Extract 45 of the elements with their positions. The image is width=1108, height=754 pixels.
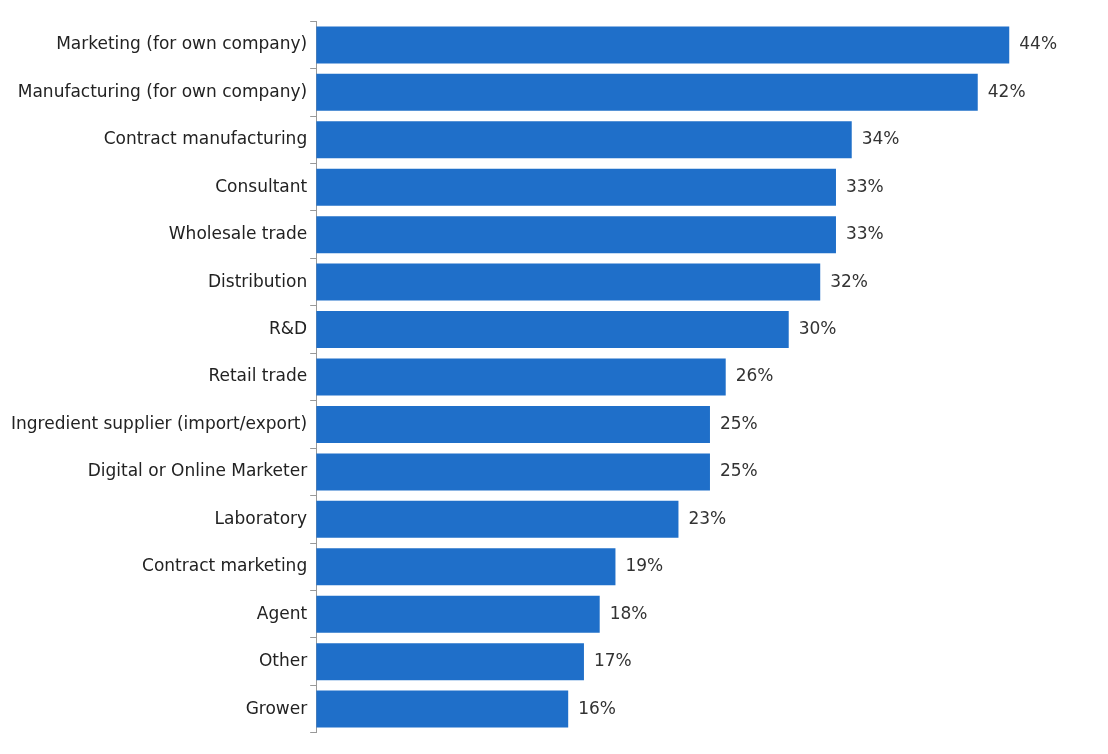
data-label: 32% bbox=[830, 270, 869, 291]
data-label: 42% bbox=[987, 80, 1026, 101]
bar bbox=[316, 311, 789, 349]
data-label: 16% bbox=[578, 697, 616, 718]
bar bbox=[316, 263, 821, 301]
bar bbox=[316, 358, 726, 396]
data-label: 19% bbox=[625, 555, 664, 576]
y-tick-label: Other bbox=[258, 650, 308, 671]
data-label: 17% bbox=[593, 650, 632, 671]
bar bbox=[316, 453, 710, 491]
y-tick-label: Contract marketing bbox=[142, 555, 308, 576]
y-tick-label: Grower bbox=[245, 697, 308, 718]
y-tick-label: R&D bbox=[269, 317, 308, 338]
y-tick-label: Manufacturing (for own company) bbox=[17, 80, 308, 101]
data-label: 33% bbox=[845, 175, 884, 196]
data-label: 26% bbox=[735, 365, 774, 386]
data-label: 23% bbox=[688, 507, 727, 528]
data-label: 33% bbox=[845, 223, 884, 244]
y-tick-label: Distribution bbox=[207, 270, 308, 291]
bar bbox=[316, 595, 600, 633]
y-tick-label: Laboratory bbox=[214, 507, 308, 528]
bar bbox=[316, 168, 836, 206]
data-label: 25% bbox=[719, 412, 758, 433]
y-tick-label: Retail trade bbox=[208, 365, 308, 386]
data-label: 25% bbox=[719, 460, 758, 481]
data-label: 18% bbox=[609, 602, 648, 623]
data-label: 34% bbox=[861, 128, 900, 149]
data-label: 44% bbox=[1019, 33, 1058, 54]
bar bbox=[316, 643, 584, 681]
bar bbox=[316, 690, 569, 728]
bar bbox=[316, 500, 679, 538]
bar bbox=[316, 216, 836, 254]
bar bbox=[316, 121, 852, 159]
y-tick-label: Digital or Online Marketer bbox=[87, 460, 308, 481]
y-tick-label: Marketing (for own company) bbox=[56, 33, 308, 54]
bar bbox=[316, 405, 710, 443]
y-tick-label: Wholesale trade bbox=[168, 223, 308, 244]
bar bbox=[316, 26, 1010, 64]
y-tick-label: Ingredient supplier (import/export) bbox=[11, 412, 308, 433]
bar bbox=[316, 548, 616, 586]
data-label: 30% bbox=[798, 317, 837, 338]
bar bbox=[316, 73, 978, 111]
y-tick-label: Contract manufacturing bbox=[103, 128, 308, 149]
y-tick-label: Agent bbox=[256, 602, 308, 623]
y-tick-label: Consultant bbox=[215, 175, 308, 196]
